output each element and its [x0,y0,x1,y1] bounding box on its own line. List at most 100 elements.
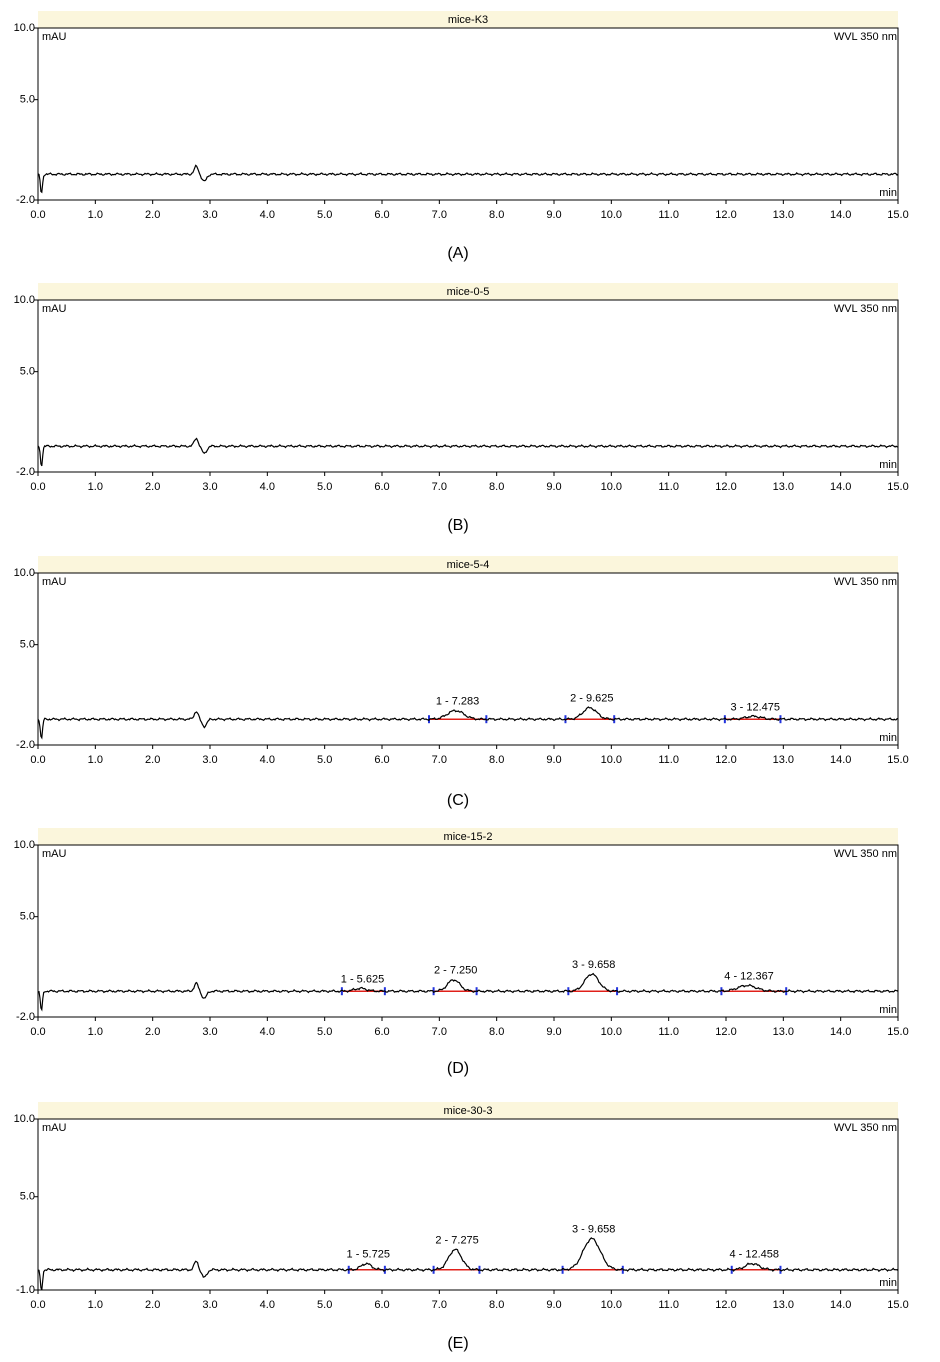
x-tick-label: 10.0 [601,481,622,493]
x-tick-label: 4.0 [260,1026,275,1038]
x-tick-label: 2.0 [145,481,160,493]
x-unit-label: min [879,187,897,199]
x-tick-label: 4.0 [260,754,275,766]
x-tick-label: 3.0 [202,1299,217,1311]
plot-area [37,27,899,201]
chart-title: mice-K3 [448,14,488,26]
x-tick-label: 13.0 [773,481,794,493]
x-tick-label: 3.0 [202,754,217,766]
x-tick-label: 8.0 [489,1026,504,1038]
peak-label: 1 - 7.283 [436,696,479,708]
x-tick-label: 6.0 [374,1026,389,1038]
x-tick-label: 13.0 [773,1299,794,1311]
y-tick-label: -2.0 [16,739,35,751]
y-tick-label: -2.0 [16,1011,35,1023]
peak-label: 3 - 9.658 [572,1224,615,1236]
x-tick-label: 9.0 [546,209,561,221]
title-bar [38,828,898,845]
x-tick-label: 5.0 [317,1026,332,1038]
peak-label: 3 - 12.475 [730,701,780,713]
y-unit-label: mAU [42,848,67,860]
panel-caption: (C) [447,792,469,809]
x-tick-label: 7.0 [432,209,447,221]
x-tick-label: 12.0 [715,1299,736,1311]
y-tick-label: -1.0 [16,1284,35,1296]
x-tick-label: 6.0 [374,481,389,493]
chart-panel: mice-15-2 mAU WVL 350 nm min 10.0 5.0 -2.0 0.0 1… [14,828,909,1077]
chart-title: mice-5-4 [447,559,490,571]
x-tick-label: 13.0 [773,209,794,221]
x-tick-label: 14.0 [830,209,851,221]
chromatogram-trace [37,437,899,467]
peak-label: 4 - 12.367 [724,970,774,982]
x-tick-label: 5.0 [317,209,332,221]
x-tick-label: 11.0 [658,481,679,493]
x-tick-label: 6.0 [374,1299,389,1311]
x-tick-label: 8.0 [489,481,504,493]
x-tick-label: 15.0 [887,481,908,493]
panel-caption: (A) [447,245,468,262]
chromatogram-trace [37,706,899,740]
x-tick-label: 4.0 [260,1299,275,1311]
x-unit-label: min [879,1277,897,1289]
peak-label: 2 - 7.275 [435,1235,478,1247]
panel-caption: (B) [447,517,468,534]
y-unit-label: mAU [42,576,67,588]
x-tick-label: 9.0 [546,754,561,766]
x-tick-label: 6.0 [374,209,389,221]
chart-title: mice-0-5 [447,286,490,298]
x-tick-label: 11.0 [658,209,679,221]
x-tick-label: 14.0 [830,754,851,766]
x-tick-label: 8.0 [489,754,504,766]
x-tick-label: 7.0 [432,1026,447,1038]
x-tick-label: 15.0 [887,754,908,766]
chromatogram-trace [37,164,899,194]
panel-caption: (D) [447,1060,469,1077]
x-tick-label: 8.0 [489,209,504,221]
y-tick-label: 5.0 [20,1191,35,1203]
x-tick-label: 15.0 [887,1026,908,1038]
x-tick-label: 13.0 [773,754,794,766]
chart-panel: mice-30-3 mAU WVL 350 nm min 10.0 5.0 -1.0 0.0 1… [14,1102,909,1352]
y-tick-label: 10.0 [14,1113,35,1125]
x-tick-label: 9.0 [546,1026,561,1038]
peak-label: 1 - 5.725 [347,1249,390,1261]
x-tick-label: 3.0 [202,481,217,493]
x-tick-label: 1.0 [88,481,103,493]
y-tick-label: 10.0 [14,294,35,306]
y-tick-label: 5.0 [20,366,35,378]
x-tick-label: 14.0 [830,1026,851,1038]
y-tick-label: 5.0 [20,639,35,651]
x-tick-label: 1.0 [88,754,103,766]
title-bar [38,1102,898,1119]
x-tick-label: 0.0 [30,1299,45,1311]
y-tick-label: -2.0 [16,466,35,478]
x-tick-label: 9.0 [546,481,561,493]
detector-label: WVL 350 nm [834,1122,897,1134]
x-tick-label: 4.0 [260,481,275,493]
peak-label: 2 - 7.250 [434,965,477,977]
plot-area [37,1118,899,1291]
title-bar [38,11,898,28]
x-tick-label: 0.0 [30,481,45,493]
y-tick-label: 10.0 [14,839,35,851]
x-tick-label: 5.0 [317,754,332,766]
x-tick-label: 3.0 [202,209,217,221]
x-tick-label: 2.0 [145,209,160,221]
detector-label: WVL 350 nm [834,31,897,43]
y-tick-label: 5.0 [20,911,35,923]
chromatogram-trace [37,1237,899,1291]
x-tick-label: 3.0 [202,1026,217,1038]
x-tick-label: 10.0 [601,1026,622,1038]
x-tick-label: 6.0 [374,754,389,766]
x-tick-label: 11.0 [658,1299,679,1311]
plot-area [37,299,899,473]
x-tick-label: 10.0 [601,209,622,221]
peak-label: 3 - 9.658 [572,959,615,971]
x-unit-label: min [879,1004,897,1016]
y-tick-label: -2.0 [16,194,35,206]
detector-label: WVL 350 nm [834,576,897,588]
x-tick-label: 10.0 [601,1299,622,1311]
x-tick-label: 7.0 [432,754,447,766]
